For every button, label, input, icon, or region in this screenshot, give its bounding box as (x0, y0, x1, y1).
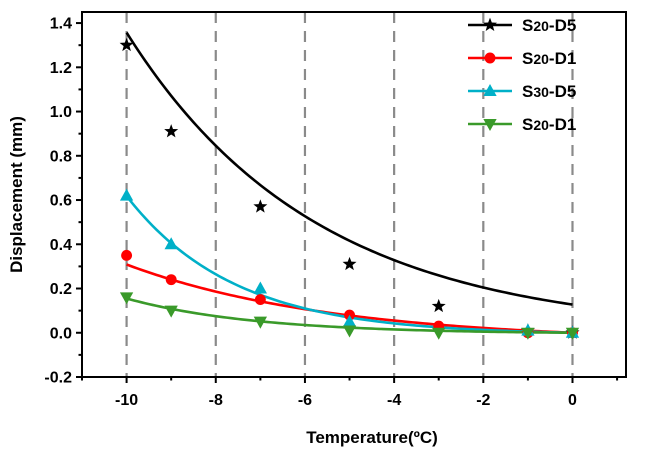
x-axis-title-text: Temperature (306, 428, 408, 447)
y-tick-label: 0.4 (50, 237, 72, 254)
x-axis-title: Temperature(ºC) (306, 428, 438, 447)
legend-label-number: 20 (533, 18, 549, 34)
legend-label-number: 30 (533, 84, 549, 100)
x-tick-label: -4 (387, 392, 401, 409)
x-tick-label: -2 (476, 392, 490, 409)
y-axis-title: Displacement (mm) (7, 116, 26, 273)
data-markers (119, 37, 580, 340)
legend-label: S20-D1 (522, 115, 576, 134)
y-tick-label: 1.4 (50, 16, 72, 33)
legend-label: S20-D5 (522, 16, 576, 35)
y-tick-label: 0.0 (50, 325, 72, 342)
y-tick-label: 1.0 (50, 104, 72, 121)
data-point-triangle-up (253, 281, 268, 294)
legend-marker-star (483, 17, 497, 31)
data-point-triangle-down (342, 325, 357, 338)
legend-label-number: 20 (533, 117, 549, 133)
y-tick-label: 0.6 (50, 193, 72, 210)
legend-label: S30-D5 (522, 82, 576, 101)
legend-label-prefix: S (522, 82, 533, 101)
legend-label-suffix: -D1 (549, 49, 576, 68)
data-point-star (253, 199, 268, 213)
data-point-circle (121, 249, 133, 261)
plot-area-frame (81, 11, 627, 378)
x-axis-title-unit: (ºC) (408, 428, 438, 447)
legend-label-prefix: S (522, 16, 533, 35)
legend-label-number: 20 (533, 51, 549, 67)
y-tick-label: 0.8 (50, 148, 72, 165)
x-tick-label: -6 (298, 392, 312, 409)
legend-label-suffix: -D5 (549, 82, 576, 101)
data-point-circle (254, 294, 266, 306)
fit-curve-star (125, 31, 573, 306)
data-point-triangle-down (432, 327, 446, 340)
data-point-circle (165, 274, 177, 286)
data-point-triangle-down (164, 305, 178, 318)
legend-label-prefix: S (522, 49, 533, 68)
y-tick-label: 1.2 (50, 60, 72, 77)
data-point-star (119, 37, 134, 52)
data-point-triangle-down (253, 316, 268, 329)
data-point-star (342, 256, 357, 271)
x-tick-label: -8 (209, 392, 223, 409)
legend-marker-triangle-down (483, 118, 497, 131)
data-point-triangle-up (119, 188, 134, 201)
y-tick-label: -0.2 (44, 370, 72, 387)
data-point-star (164, 124, 179, 138)
data-point-star (431, 298, 446, 313)
data-point-triangle-down (521, 327, 535, 340)
axis-ticks: -10 -8 -6 -4 -2 0 -0.2 0.0 0.2 0.4 0.6 0.8 1.0 1.2 1.4 (44, 16, 619, 409)
data-point-triangle-up (164, 237, 178, 250)
legend-label-suffix: -D1 (549, 115, 576, 134)
y-tick-label: 0.2 (50, 281, 72, 298)
legend-label-prefix: S (522, 115, 533, 134)
legend-marker-triangle-up (483, 84, 497, 97)
x-tick-label: -10 (115, 392, 138, 409)
legend-label: S20-D1 (522, 49, 576, 68)
legend-label-suffix: -D5 (549, 16, 576, 35)
legend-marker-circle (484, 52, 496, 64)
data-point-triangle-down (119, 292, 134, 305)
data-point-triangle-down (565, 327, 580, 340)
x-tick-label: 0 (568, 392, 577, 409)
data-point-triangle-up (342, 314, 357, 327)
